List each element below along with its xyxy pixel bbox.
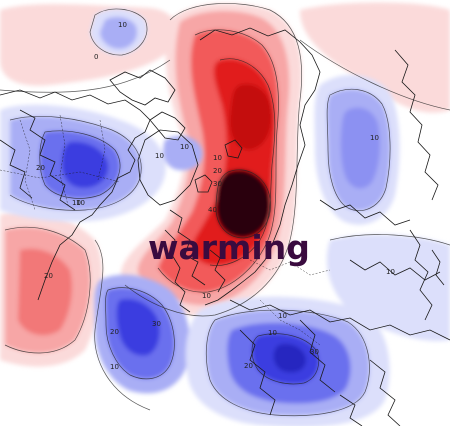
borders [0, 114, 331, 346]
contour-label: 10 [76, 199, 85, 207]
cold-cell-top-core [100, 16, 138, 49]
warming-annotation: warming [148, 228, 310, 267]
contour-label: 40 [208, 206, 217, 214]
contour-label: 10 [202, 292, 211, 300]
warm-region-top-right [300, 2, 450, 113]
contour-value-labels: 10 0 10 20 30 40 10 10 20 10 20 10 10 20… [36, 21, 395, 371]
contour-label: 10 [278, 312, 287, 320]
cold-region-lower-right-inner [273, 343, 306, 373]
cold-cell-greenland [163, 135, 203, 171]
contour-label: 10 [110, 363, 119, 371]
cold-region-lower-left-core [116, 299, 160, 356]
contour-label: 10 [180, 143, 189, 151]
contour-label: 30 [310, 348, 319, 356]
contour-label: 20 [110, 328, 119, 336]
contour-label: 10 [72, 199, 81, 207]
contour-label: 20 [36, 164, 45, 172]
contour-label: 10 [370, 134, 379, 142]
contour-label: 10 [155, 152, 164, 160]
contour-label: 20 [244, 362, 253, 370]
contour-label: 20 [44, 272, 53, 280]
contour-label: 10 [268, 329, 277, 337]
cold-anomaly-fields [0, 8, 450, 426]
contour-label: 20 [213, 167, 222, 175]
contour-label: 30 [152, 320, 161, 328]
warm-ridge-peak-core [215, 169, 271, 238]
coastlines [0, 27, 450, 426]
contour-label: 10 [118, 21, 127, 29]
warm-ridge-upper-core [229, 84, 272, 150]
warm-anomaly-fields [0, 2, 450, 367]
contour-label: 10 [386, 268, 395, 276]
cold-region-east-siberia-mid [340, 107, 380, 189]
warm-region-left-core [18, 248, 72, 336]
contour-label: 0 [94, 53, 98, 61]
contour-label: 30 [213, 180, 222, 188]
cold-region-na-core [62, 141, 109, 188]
contour-label: 10 [213, 154, 222, 162]
